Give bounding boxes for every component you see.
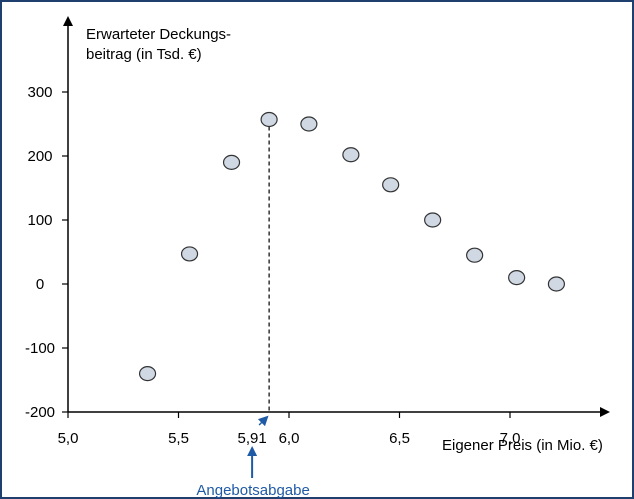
y-tick-label: 0 bbox=[36, 276, 44, 293]
annotation-text: Angebotsabgabe bbox=[196, 482, 309, 499]
data-point bbox=[300, 116, 318, 132]
data-point bbox=[547, 276, 566, 292]
data-point bbox=[222, 154, 241, 170]
y-tick-label: 200 bbox=[27, 148, 52, 165]
x-ticks: 5,0 5,5 6,0 6,5 7,0 bbox=[58, 412, 521, 447]
x-tick-label: 5,0 bbox=[58, 430, 79, 447]
y-tick-label: 300 bbox=[27, 84, 52, 101]
y-tick-label: -200 bbox=[25, 404, 55, 421]
x-tick-label: 6,5 bbox=[389, 430, 410, 447]
data-point bbox=[508, 270, 526, 286]
data-point bbox=[260, 111, 278, 128]
x-tick-label: 6,0 bbox=[279, 430, 300, 447]
data-point bbox=[382, 177, 400, 193]
y-tick-label: 100 bbox=[27, 212, 52, 229]
data-point bbox=[138, 366, 157, 382]
x-tick-label: 5,5 bbox=[168, 430, 189, 447]
optimum-pointer-icon bbox=[257, 415, 269, 427]
data-point bbox=[424, 212, 442, 228]
y-ticks: 300 200 100 0 -100 -200 bbox=[25, 84, 68, 421]
y-axis-label-line2: beitrag (in Tsd. €) bbox=[86, 46, 202, 63]
x-axis-label: Eigener Preis (in Mio. €) bbox=[442, 437, 603, 454]
y-axis-label-line1: Erwarteter Deckungs- bbox=[86, 26, 231, 43]
x-tick-label: 7,0 bbox=[500, 430, 521, 447]
data-point bbox=[342, 147, 360, 163]
y-tick-label: -100 bbox=[25, 340, 55, 357]
data-point bbox=[466, 247, 484, 263]
data-point bbox=[180, 246, 199, 262]
optimum-x-label: 5,91 bbox=[238, 430, 267, 447]
data-points bbox=[138, 111, 566, 382]
